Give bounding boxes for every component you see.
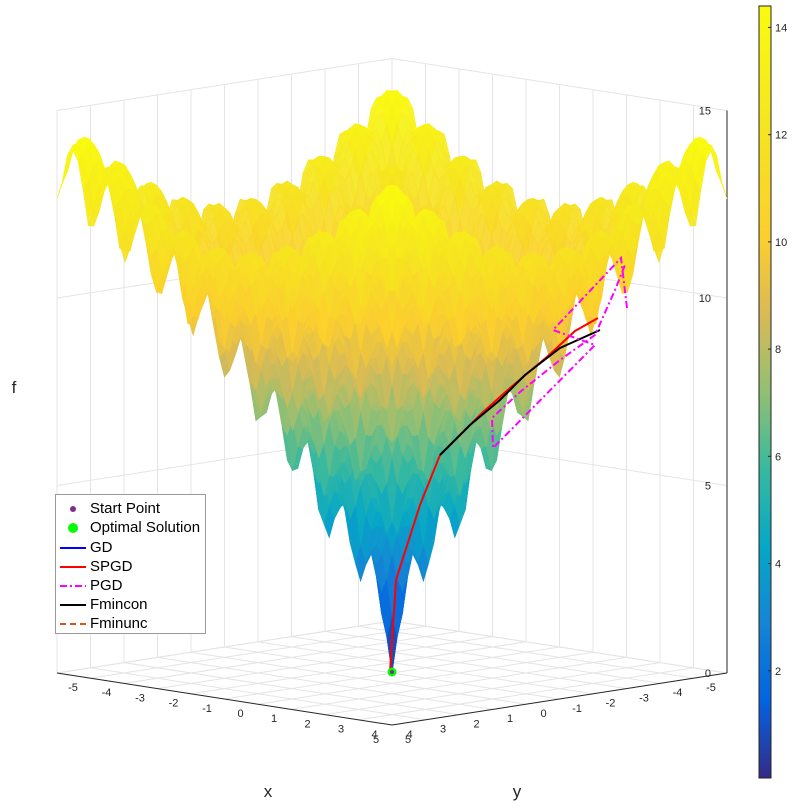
legend-item-fminunc: Fminunc xyxy=(56,614,205,634)
wall-grid-line xyxy=(56,57,728,111)
floor-grid-line xyxy=(123,662,460,716)
z-tick-label: 15 xyxy=(699,106,711,118)
x-tick-label: 0 xyxy=(540,708,546,720)
optimal-solution-marker-icon xyxy=(68,523,78,533)
colorbar-bar xyxy=(758,5,772,779)
floor-grid-line xyxy=(257,651,594,705)
legend-label: Start Point xyxy=(90,500,161,517)
y-tick-label: -5 xyxy=(68,682,78,694)
x-axis-line xyxy=(56,672,393,726)
colorbar-tick-label: 2 xyxy=(775,666,781,678)
legend-label: Fminunc xyxy=(90,615,148,632)
colorbar-tick-label: 14 xyxy=(775,22,787,34)
floor-grid-line xyxy=(358,667,694,721)
y-tick-label: 2 xyxy=(304,718,310,730)
y-tick-label: -2 xyxy=(169,698,179,710)
z-tick-label: 10 xyxy=(699,293,711,305)
legend-item-gd: GD xyxy=(56,538,205,558)
x-tick-label: -3 xyxy=(639,692,649,704)
legend-label: Fmincon xyxy=(90,596,148,613)
y-tick-label: 1 xyxy=(271,713,277,725)
x-tick-label: -5 xyxy=(706,682,716,694)
floor-grid-line xyxy=(90,667,426,721)
legend-label: GD xyxy=(90,539,113,556)
x-tick-label: 1 xyxy=(507,713,513,725)
pgd-line-icon xyxy=(60,585,86,587)
legend: Start Point Optimal Solution GD SPGD PGD… xyxy=(55,494,206,634)
x-axis-label: x xyxy=(264,782,273,801)
y-tick-label: 4 xyxy=(371,729,377,741)
z-tick-label: 5 xyxy=(705,481,711,493)
fminunc-line-icon xyxy=(60,623,86,625)
legend-label: PGD xyxy=(90,577,123,594)
y-tick-label: -4 xyxy=(102,687,112,699)
legend-item-start-point: Start Point xyxy=(56,499,205,519)
z-tick-label: 0 xyxy=(705,668,711,680)
y-tick-label: -1 xyxy=(202,703,212,715)
legend-item-pgd: PGD xyxy=(56,576,205,596)
legend-label: Optimal Solution xyxy=(90,519,201,536)
colorbar-tick-label: 12 xyxy=(775,130,787,142)
floor-grid-line xyxy=(291,656,627,710)
legend-item-fmincon: Fmincon xyxy=(56,595,205,615)
legend-item-optimal-solution: Optimal Solution xyxy=(56,518,205,538)
x-tick-label: -4 xyxy=(673,687,683,699)
colorbar-tick-label: 10 xyxy=(775,237,787,249)
start-point-marker-icon xyxy=(70,506,76,512)
colorbar-tick-label: 8 xyxy=(775,344,781,356)
floor-grid-line xyxy=(190,651,527,705)
legend-item-spgd: SPGD xyxy=(56,557,205,577)
y-axis-label: y xyxy=(513,782,522,801)
y-tick-label: -3 xyxy=(135,692,145,704)
legend-label: SPGD xyxy=(90,558,133,575)
y-tick-label: 5 xyxy=(405,734,411,746)
z-axis-label: f xyxy=(12,378,17,397)
x-tick-label: -2 xyxy=(606,698,616,710)
x-tick-label: -1 xyxy=(572,703,582,715)
floor-grid-line xyxy=(157,656,493,710)
y-tick-label: 0 xyxy=(237,708,243,720)
y-tick-label: 3 xyxy=(338,724,344,736)
x-tick-label: 3 xyxy=(440,724,446,736)
floor-grid-line xyxy=(324,662,661,716)
spgd-line-icon xyxy=(60,566,86,568)
gd-line-icon xyxy=(60,547,86,549)
colorbar: 2 4 6 8 10 12 14 xyxy=(758,5,787,779)
surface-plot xyxy=(56,90,728,674)
colorbar-tick-label: 6 xyxy=(775,451,781,463)
y-axis-line xyxy=(391,672,728,726)
fmincon-line-icon xyxy=(60,604,86,606)
x-tick-label: 2 xyxy=(473,718,479,730)
colorbar-tick-label: 4 xyxy=(775,559,781,571)
start-point-marker xyxy=(390,670,394,674)
